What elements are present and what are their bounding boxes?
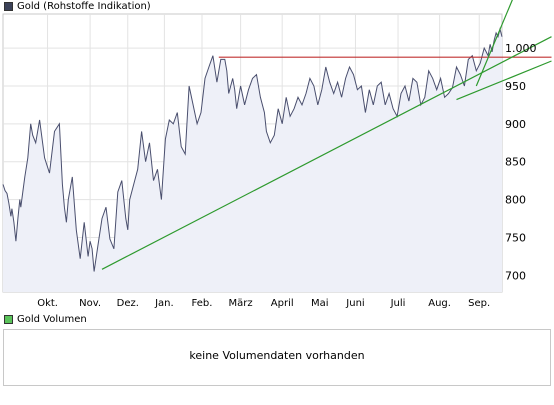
legend-volume-label: Gold Volumen (17, 313, 87, 325)
x-axis-labels: Okt. Nov. Dez. Jan. Feb. März April Mai Juni Juli… (37, 298, 490, 309)
y-tick-label-2: 800 (505, 194, 526, 207)
y-tick-label-1: 750 (505, 232, 526, 245)
x-tick-label-0: Okt. (37, 298, 58, 309)
legend-volume: Gold Volumen (4, 313, 87, 325)
x-tick-label-8: Juni (345, 298, 364, 309)
x-tick-label-4: Feb. (192, 298, 213, 309)
x-tick-label-9: Juli (390, 298, 406, 309)
y-tick-label-3: 850 (505, 156, 526, 169)
price-chart: 700 750 800 850 900 950 1.000 Okt. Nov. Dez. Jan.… (2, 0, 552, 309)
y-tick-label-0: 700 (505, 269, 526, 282)
trendline-2 (456, 60, 552, 101)
x-tick-label-2: Dez. (117, 298, 139, 309)
legend-price: Gold (Rohstoffe Indikation) (4, 0, 151, 12)
trendline-3 (475, 0, 513, 87)
volume-panel: keine Volumendaten vorhanden (3, 329, 551, 386)
x-tick-label-10: Aug. (428, 298, 451, 309)
legend-price-swatch (4, 1, 13, 11)
y-tick-label-6: 1.000 (505, 42, 537, 55)
x-tick-label-6: April (271, 298, 294, 309)
y-axis-labels: 700 750 800 850 900 950 1.000 (505, 42, 537, 282)
trendlines (101, 0, 552, 270)
trendline-1 (101, 36, 552, 270)
y-tick-label-4: 900 (505, 118, 526, 131)
x-tick-label-5: März (229, 298, 253, 309)
x-tick-label-3: Jan. (154, 298, 174, 309)
x-tick-label-1: Nov. (79, 298, 101, 309)
legend-price-label: Gold (Rohstoffe Indikation) (17, 0, 151, 12)
x-tick-label-11: Sep. (468, 298, 490, 309)
volume-empty-message: keine Volumendaten vorhanden (189, 349, 365, 362)
legend-volume-swatch (4, 314, 13, 324)
y-tick-label-5: 950 (505, 80, 526, 93)
price-line (2, 27, 503, 272)
x-tick-label-7: Mai (311, 298, 329, 309)
price-area-fill (3, 29, 502, 292)
